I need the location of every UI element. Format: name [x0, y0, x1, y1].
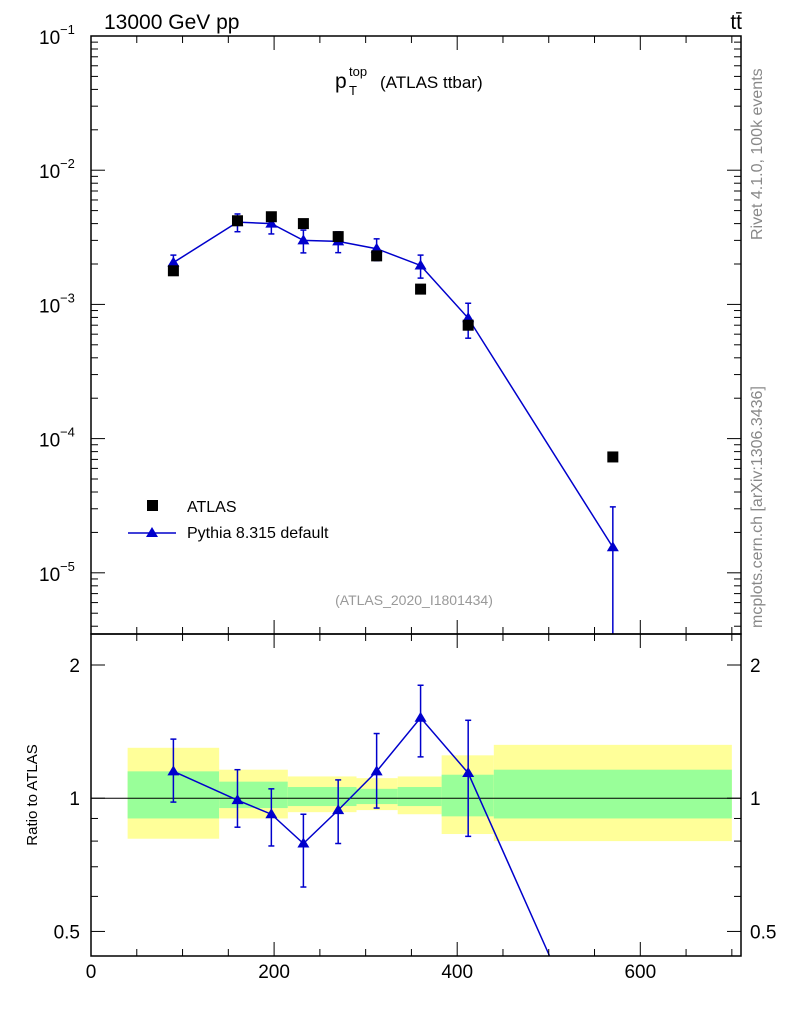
main-y-tick-exponent: −4 [60, 425, 75, 440]
title-suffix: (ATLAS ttbar) [380, 73, 483, 92]
main-axis-ticks [90, 35, 741, 634]
ratio-marker [414, 711, 427, 722]
main-y-tick-exponent: −2 [60, 156, 75, 171]
mc-error-bars [170, 213, 616, 634]
main-y-tick-label: 10 −2 [39, 156, 75, 183]
ratio-markers [167, 711, 475, 848]
data-marker [265, 211, 277, 223]
legend: ATLAS Pythia 8.315 default [128, 499, 329, 542]
main-y-tick-base: 10 [39, 565, 60, 586]
main-panel: 10−110−210−310−410−5 p top T (ATLAS ttba… [39, 22, 742, 635]
data-marker [231, 215, 243, 227]
ratio-marker [167, 765, 180, 776]
title-superscript: top [349, 64, 367, 79]
legend-entry-mc: Pythia 8.315 default [187, 525, 329, 542]
main-frame [90, 35, 742, 635]
main-y-tick-exponent: −5 [60, 559, 75, 574]
mc-marker [606, 541, 619, 552]
main-y-tick-label: 10 −3 [39, 290, 75, 317]
ratio-band-green [397, 787, 442, 807]
ratio-axis-ticks [90, 634, 741, 956]
mc-marker [370, 242, 383, 253]
title-main: p [335, 70, 347, 93]
mcplots-label: mcplots.cern.ch [arXiv:1306.3436] [749, 386, 766, 628]
ratio-line [173, 716, 551, 957]
rivet-version-label: Rivet 4.1.0, 100k events [749, 68, 766, 240]
data-marker [462, 319, 474, 331]
x-tick-labels: 0 200 400 600 [86, 962, 656, 983]
main-y-tick-exponent: −3 [60, 290, 75, 305]
mc-marker [414, 259, 427, 270]
ratio-y-tick-label: 2 [69, 656, 80, 677]
ratio-marker [265, 808, 278, 819]
ratio-y-tick-label-right: 1 [750, 789, 761, 810]
process-label: tt̄ [730, 11, 742, 34]
x-tick-label: 400 [441, 962, 473, 983]
main-y-tick-base: 10 [39, 296, 60, 317]
main-y-tick-label: 10 −5 [39, 559, 75, 586]
mc-marker [297, 234, 310, 245]
legend-mc-marker [146, 527, 158, 537]
main-y-tick-exponent: −1 [60, 22, 75, 37]
ratio-uncertainty-bands [127, 744, 732, 842]
ratio-marker [332, 804, 345, 815]
title-subscript: T [349, 83, 357, 98]
mc-marker [265, 217, 278, 228]
ratio-y-tick-label-right: 2 [750, 656, 761, 677]
main-y-tick-base: 10 [39, 28, 60, 49]
main-y-tick-label: 10 −1 [39, 22, 75, 49]
ratio-band-green [287, 787, 357, 807]
legend-entry-data: ATLAS [187, 499, 237, 516]
data-markers [167, 211, 619, 463]
ratio-y-tick-labels: 0.5 0.5 1 1 2 2 [54, 656, 777, 943]
energy-label: 13000 GeV pp [104, 11, 239, 34]
data-marker [297, 218, 309, 230]
data-marker [167, 265, 179, 277]
main-y-tick-label: 10 −4 [39, 425, 75, 452]
data-marker [607, 451, 619, 463]
ratio-y-tick-label: 0.5 [54, 922, 80, 943]
x-tick-label: 600 [624, 962, 656, 983]
mc-marker [462, 312, 475, 323]
data-marker [371, 250, 383, 262]
data-marker [332, 231, 344, 243]
x-tick-label: 0 [86, 962, 97, 983]
ratio-marker [297, 837, 310, 848]
ratio-y-label: Ratio to ATLAS [24, 744, 41, 845]
x-tick-label: 200 [258, 962, 290, 983]
ratio-band-green [493, 769, 732, 819]
ratio-band-green [219, 781, 288, 809]
ratio-y-tick-label-right: 0.5 [750, 922, 776, 943]
ratio-frame [90, 633, 742, 957]
main-y-tick-labels: 10−110−210−310−410−5 [39, 22, 75, 586]
ratio-y-tick-label: 1 [69, 789, 80, 810]
mc-marker [167, 256, 180, 267]
ratio-marker [370, 765, 383, 776]
legend-data-marker [147, 500, 158, 511]
mc-line [172, 221, 614, 548]
analysis-label: (ATLAS_2020_I1801434) [335, 592, 493, 608]
ratio-panel: 0.5 0.5 1 1 2 2 0 200 400 600 Ratio to ATLAS [24, 633, 777, 983]
data-marker [415, 283, 427, 295]
chart-title: p top T (ATLAS ttbar) [335, 64, 483, 98]
ratio-marker [462, 767, 475, 778]
main-y-tick-base: 10 [39, 162, 60, 183]
ratio-marker [231, 794, 244, 805]
main-y-tick-base: 10 [39, 431, 60, 452]
